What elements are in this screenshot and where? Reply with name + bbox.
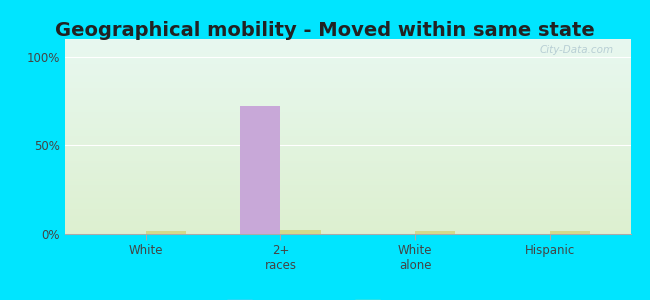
Text: Geographical mobility - Moved within same state: Geographical mobility - Moved within sam… [55, 21, 595, 40]
Bar [280, 230, 321, 234]
Bar [415, 231, 456, 234]
Bar [146, 231, 186, 234]
Text: City-Data.com: City-Data.com [540, 45, 614, 55]
Bar [550, 231, 590, 234]
Bar [240, 106, 280, 234]
Legend: Hastings, PA, Pennsylvania: Hastings, PA, Pennsylvania [222, 295, 473, 300]
